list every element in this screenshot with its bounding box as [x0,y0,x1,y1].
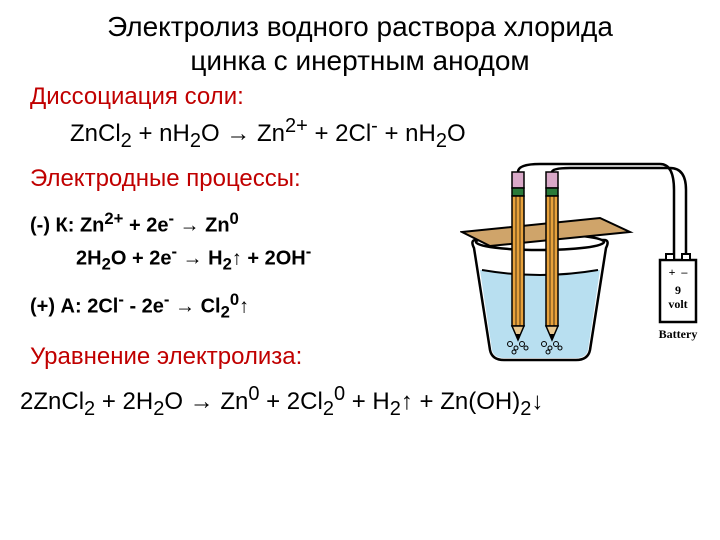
title-line-2: цинка с инертным анодом [190,45,529,76]
electrolysis-diagram: + – 9 volt Battery [460,160,700,380]
battery-voltage-number: 9 [675,283,681,297]
slide-title: Электролиз водного раствора хлорида цинк… [0,0,720,81]
pencil-right [546,172,558,340]
final-equation: 2ZnCl2 + 2H2O → Zn0 + 2Cl20 + H2↑ + Zn(O… [0,383,720,421]
dissociation-equation: ZnCl2 + nH2O → Zn2+ + 2Cl- + nH2O [0,115,720,153]
water [480,270,600,358]
beaker [472,234,607,360]
pencil-left [512,172,524,340]
title-line-1: Электролиз водного раствора хлорида [107,11,613,42]
battery-caption: Battery [659,327,698,341]
battery: + – 9 volt Battery [659,254,698,341]
battery-polarity: + – [669,265,689,279]
battery-voltage-unit: volt [668,297,687,311]
dissociation-label: Диссоциация соли: [0,81,720,113]
